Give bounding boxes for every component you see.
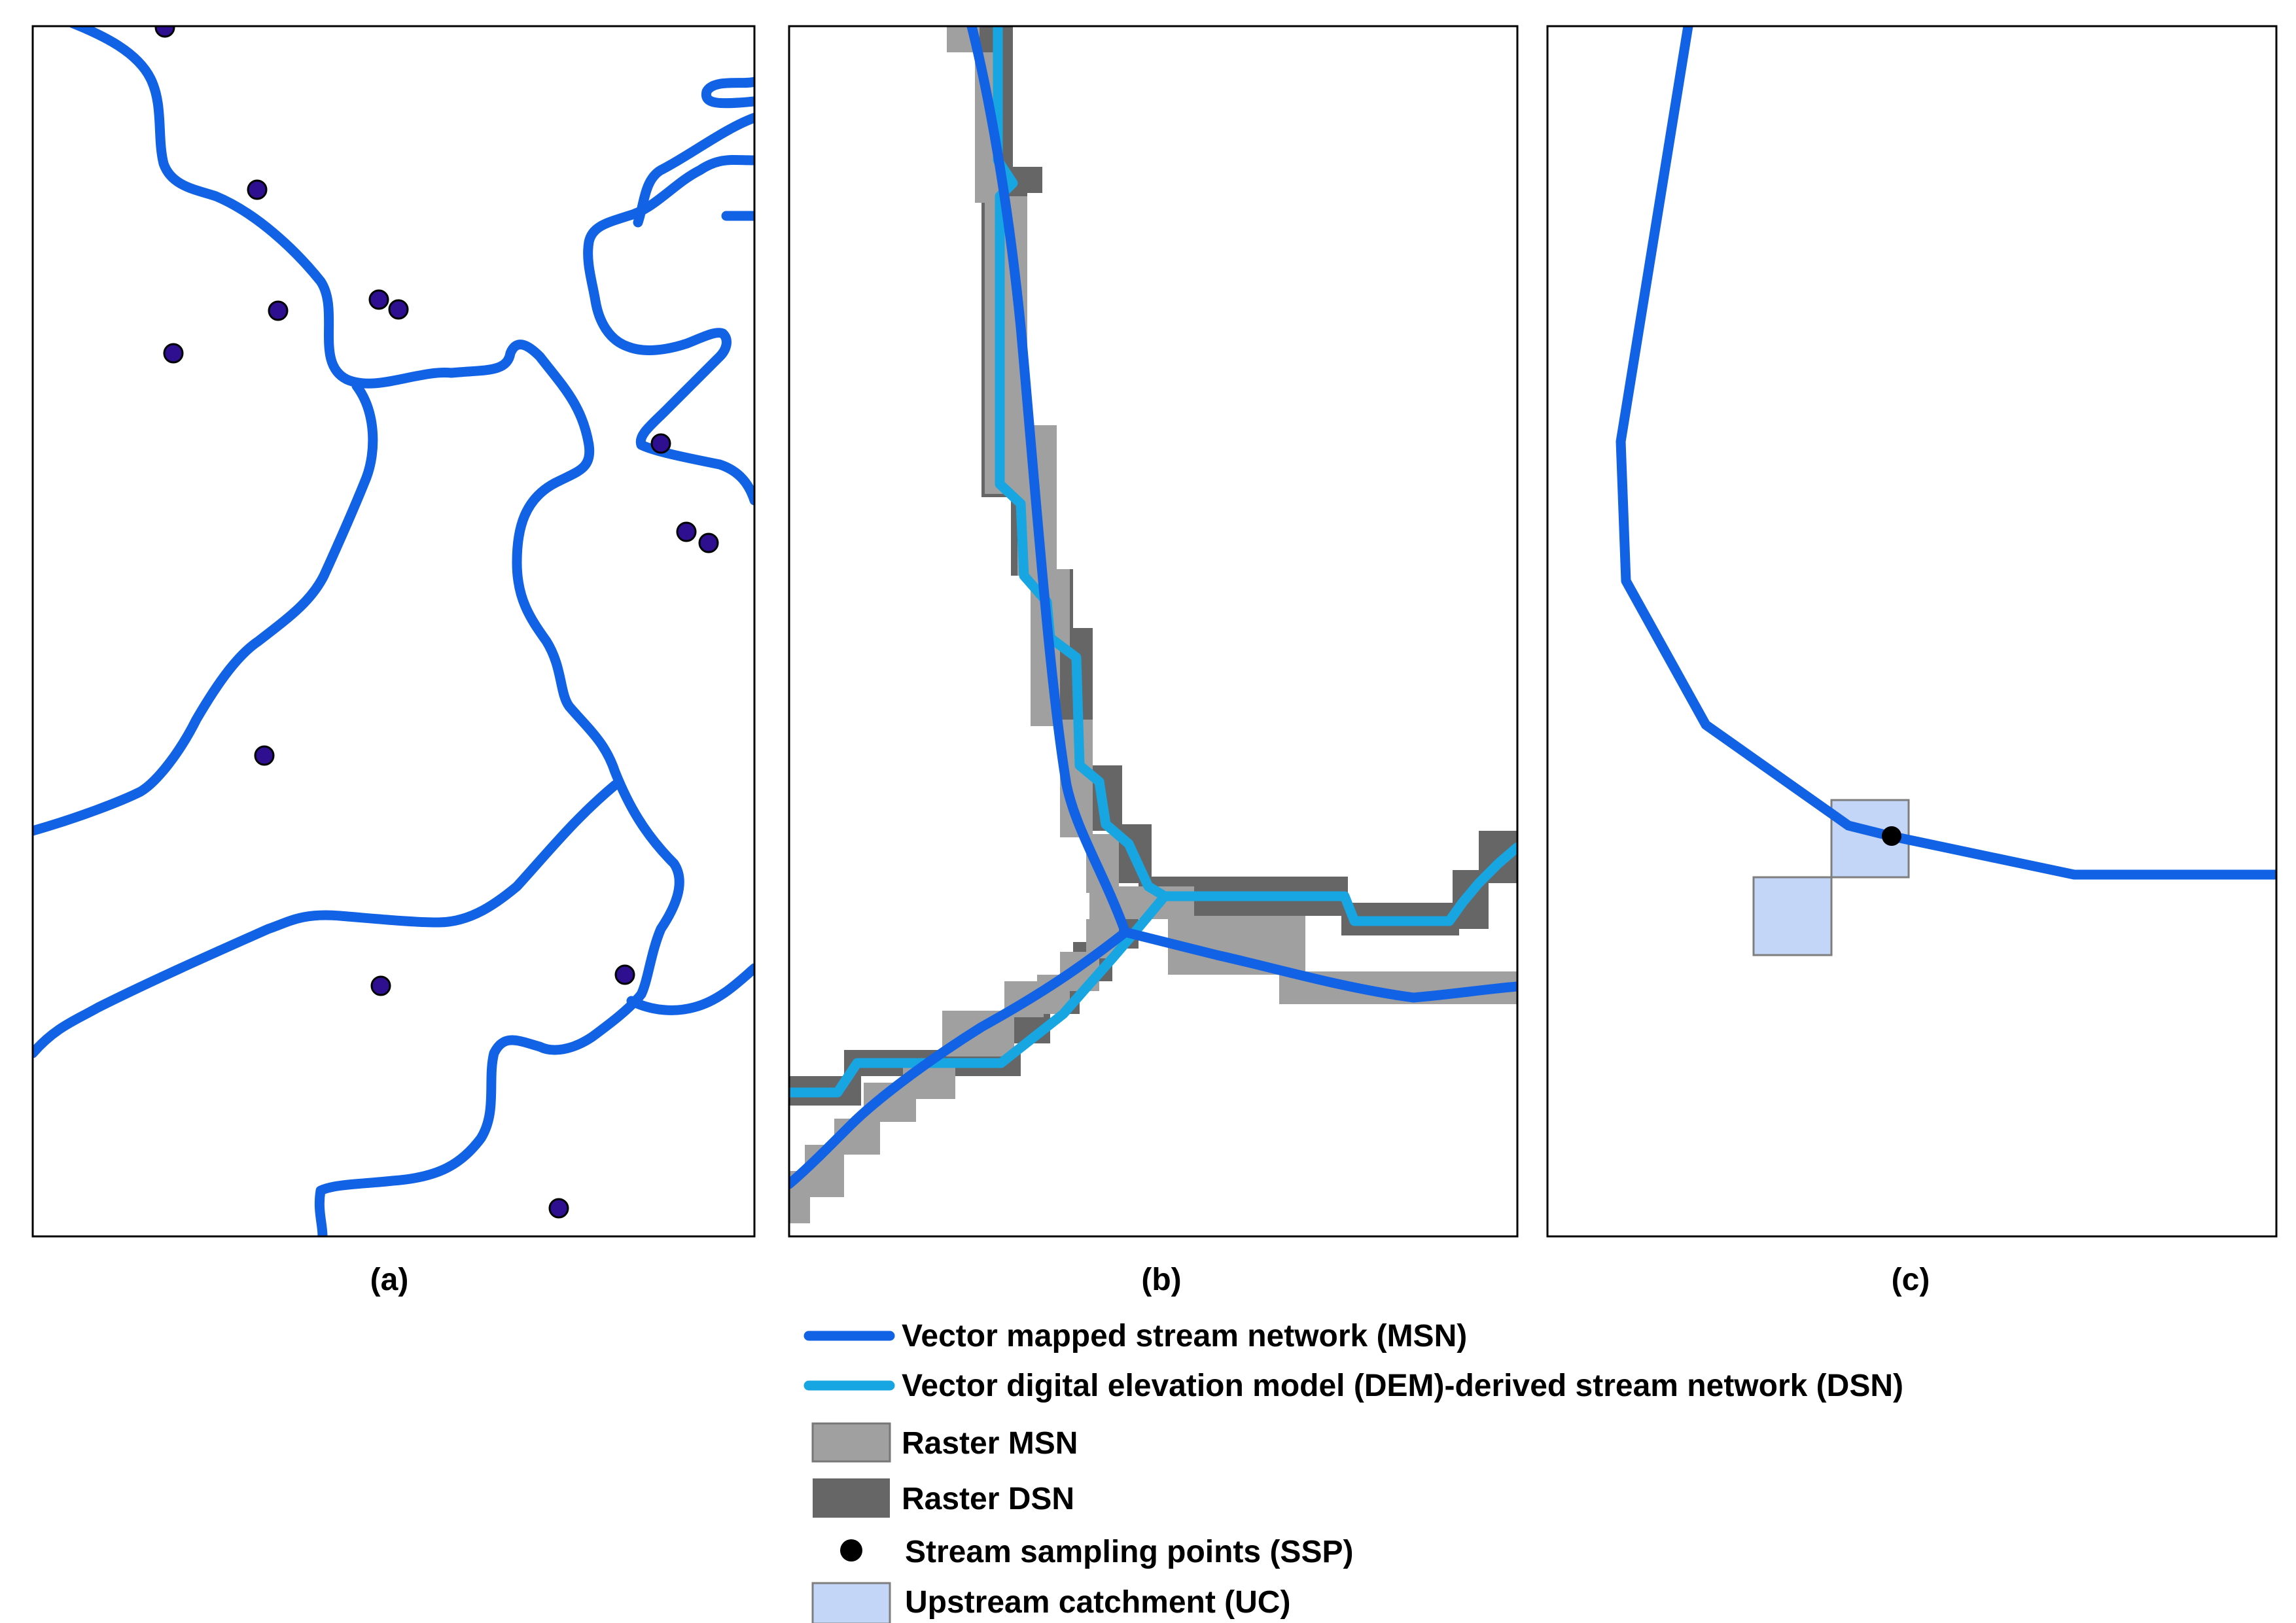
panel-a-frame — [31, 25, 756, 1238]
panel-b-map — [789, 26, 1517, 1223]
dsn-stream — [993, 26, 1517, 926]
legend-raster-dsn-text: Raster DSN — [902, 1482, 1074, 1516]
msn-stream — [33, 381, 378, 836]
panel-c-upstream-catchment — [1752, 799, 1910, 956]
panel-b: (b) — [788, 25, 1519, 1297]
ssp-point — [388, 299, 409, 320]
panel-b-dsn-vector — [789, 26, 1517, 1098]
legend-uc-text: Upstream catchment (UC) — [905, 1585, 1290, 1620]
panel-c-frame — [1546, 25, 2278, 1238]
msn-stream — [626, 963, 754, 1015]
msn-stream — [583, 154, 754, 506]
ssp-point — [650, 433, 671, 454]
panel-b-label: (b) — [1141, 1263, 1181, 1297]
panel-c: (c) — [1546, 25, 2278, 1297]
ssp-point — [254, 745, 275, 766]
legend: Vector mapped stream network (MSN) Vecto… — [804, 1319, 1903, 1623]
panel-b-frame — [788, 25, 1519, 1238]
legend-ssp-text: Stream sampling points (SSP) — [905, 1535, 1353, 1569]
ssp-point — [247, 179, 268, 200]
msn-stream — [789, 927, 1131, 1189]
panel-a: (a) — [31, 25, 756, 1297]
msn-stream — [68, 26, 684, 1236]
panel-b-raster-msn — [789, 26, 1517, 1223]
msn-stream — [33, 780, 620, 1058]
ssp-point — [1882, 826, 1901, 846]
ssp-point — [614, 964, 635, 985]
ssp-point — [676, 521, 697, 542]
panel-a-msn-streams — [33, 26, 754, 1236]
ssp-point — [368, 289, 389, 310]
legend-dsn-text: Vector digital elevation model (DEM)-der… — [902, 1369, 1903, 1403]
panel-a-ssp-points — [154, 26, 719, 1219]
ssp-point — [268, 300, 289, 321]
legend-raster-dsn-swatch — [813, 1478, 890, 1518]
msn-stream — [701, 77, 754, 109]
legend-uc-swatch — [811, 1582, 891, 1623]
msn-stream — [633, 113, 754, 228]
ssp-point — [548, 1198, 569, 1219]
uc-cell — [1752, 876, 1833, 956]
legend-msn-text: Vector mapped stream network (MSN) — [902, 1319, 1467, 1353]
legend-raster-msn-swatch — [811, 1422, 891, 1463]
ssp-point — [698, 532, 719, 553]
msn-stream — [1616, 26, 2276, 880]
ssp-point — [163, 343, 184, 364]
panel-a-label: (a) — [370, 1263, 409, 1297]
ssp-point — [370, 975, 391, 996]
msn-stream — [966, 26, 1517, 1003]
dsn-stream — [789, 891, 1170, 1098]
panel-c-map — [1616, 26, 2276, 956]
legend-raster-msn-text: Raster MSN — [902, 1426, 1078, 1461]
panel-b-msn-vector — [789, 26, 1517, 1189]
panel-c-label: (c) — [1892, 1263, 1930, 1297]
legend-ssp-symbol — [840, 1539, 862, 1562]
ssp-point — [154, 26, 175, 38]
panel-a-map — [33, 26, 754, 1236]
